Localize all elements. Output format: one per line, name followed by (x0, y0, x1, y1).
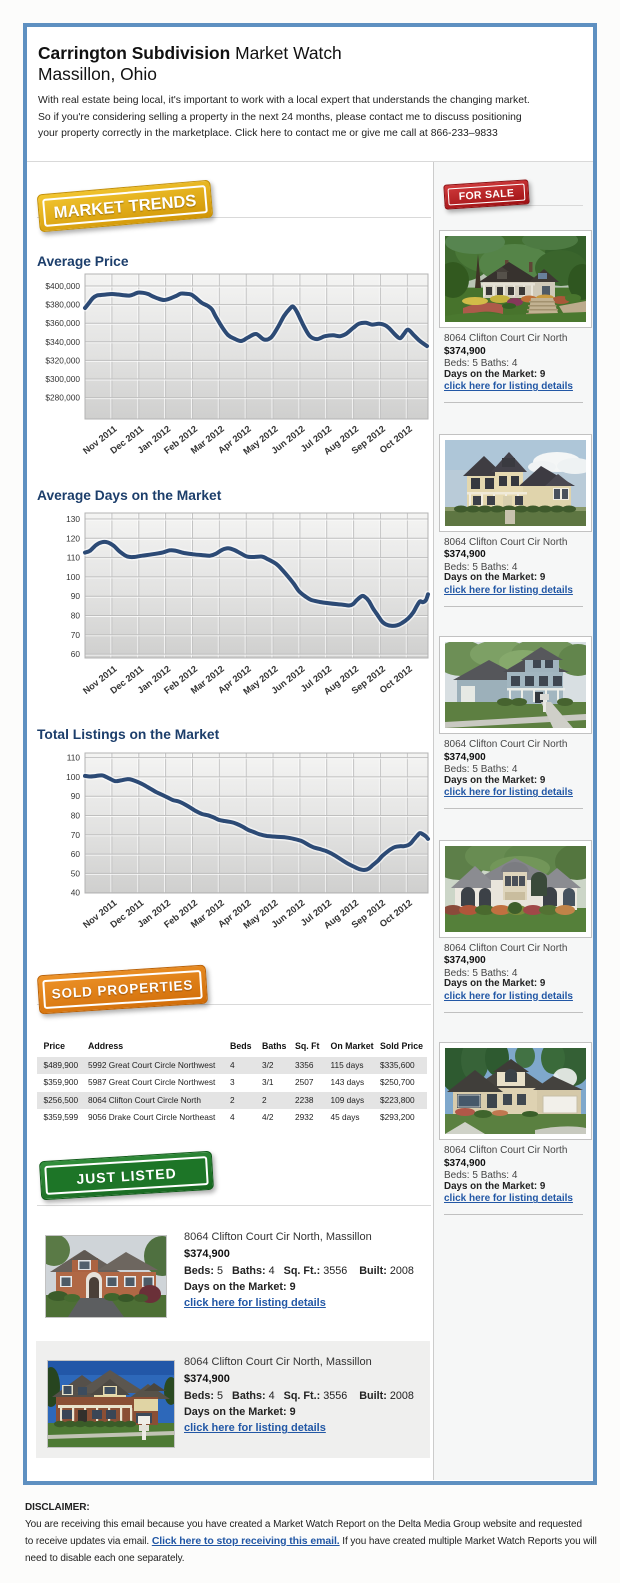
svg-text:$320,000: $320,000 (45, 355, 80, 365)
svg-text:$300,000: $300,000 (45, 374, 80, 384)
svg-text:$400,000: $400,000 (45, 281, 80, 291)
svg-text:130: 130 (66, 514, 80, 524)
svg-text:40: 40 (71, 888, 81, 898)
svg-text:90: 90 (71, 591, 81, 601)
svg-text:80: 80 (71, 611, 81, 621)
svg-text:110: 110 (67, 753, 81, 763)
svg-text:70: 70 (71, 830, 81, 840)
svg-text:110: 110 (67, 553, 81, 563)
svg-text:$340,000: $340,000 (45, 337, 80, 347)
svg-text:100: 100 (66, 772, 80, 782)
svg-text:60: 60 (71, 649, 81, 659)
svg-text:60: 60 (71, 849, 81, 859)
svg-text:80: 80 (71, 811, 81, 821)
svg-text:$360,000: $360,000 (45, 318, 80, 328)
svg-text:90: 90 (71, 791, 81, 801)
svg-text:100: 100 (66, 572, 80, 582)
svg-text:$280,000: $280,000 (45, 393, 80, 403)
svg-text:$380,000: $380,000 (45, 300, 80, 310)
svg-text:50: 50 (71, 868, 81, 878)
svg-text:70: 70 (71, 630, 81, 640)
svg-text:120: 120 (66, 533, 80, 543)
